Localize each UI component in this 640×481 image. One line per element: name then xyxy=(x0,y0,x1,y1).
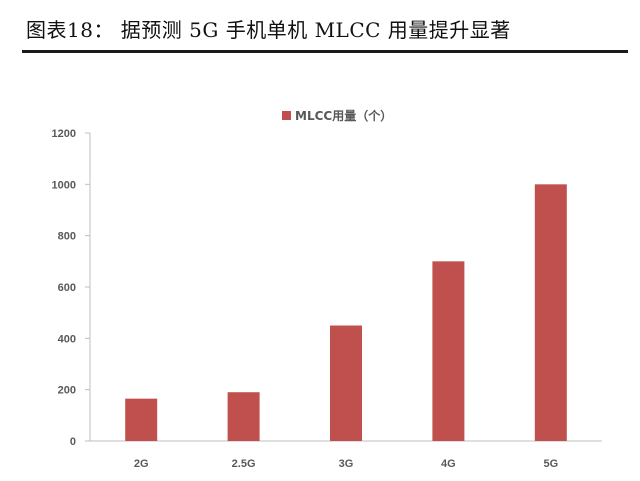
y-tick-label: 800 xyxy=(58,231,76,243)
x-tick-label: 2G xyxy=(134,458,149,470)
x-tick-label: 5G xyxy=(543,458,558,470)
y-tick-label: 600 xyxy=(58,282,76,294)
figure-header: 图表18： 据预测 5G 手机单机 MLCC 用量提升显著 xyxy=(0,0,640,56)
x-axis: 2G 2.5G 3G 4G 5G xyxy=(90,440,602,470)
bar-5g xyxy=(534,184,567,442)
y-tick-label: 1200 xyxy=(52,128,76,140)
legend: MLCC用量（个） xyxy=(282,108,392,123)
y-tick-label: 400 xyxy=(58,333,76,345)
bar-2g xyxy=(125,398,158,441)
x-tick-label: 3G xyxy=(339,458,354,470)
bar-4g xyxy=(432,261,465,441)
x-tick-label: 2.5G xyxy=(232,458,256,470)
y-tick-label: 200 xyxy=(58,385,76,397)
legend-swatch xyxy=(282,111,291,120)
bar-3g xyxy=(330,325,362,441)
title-rule xyxy=(22,50,628,53)
x-tick-label: 4G xyxy=(441,458,456,470)
y-tick-label: 1000 xyxy=(52,179,76,191)
legend-label: MLCC用量（个） xyxy=(295,108,392,123)
y-tick-label: 0 xyxy=(70,436,76,448)
bars xyxy=(125,184,567,442)
y-axis: 0 200 400 600 800 1000 1200 xyxy=(52,128,91,448)
figure-title: 图表18： 据预测 5G 手机单机 MLCC 用量提升显著 xyxy=(26,18,511,42)
bar-2-5g xyxy=(227,392,260,441)
